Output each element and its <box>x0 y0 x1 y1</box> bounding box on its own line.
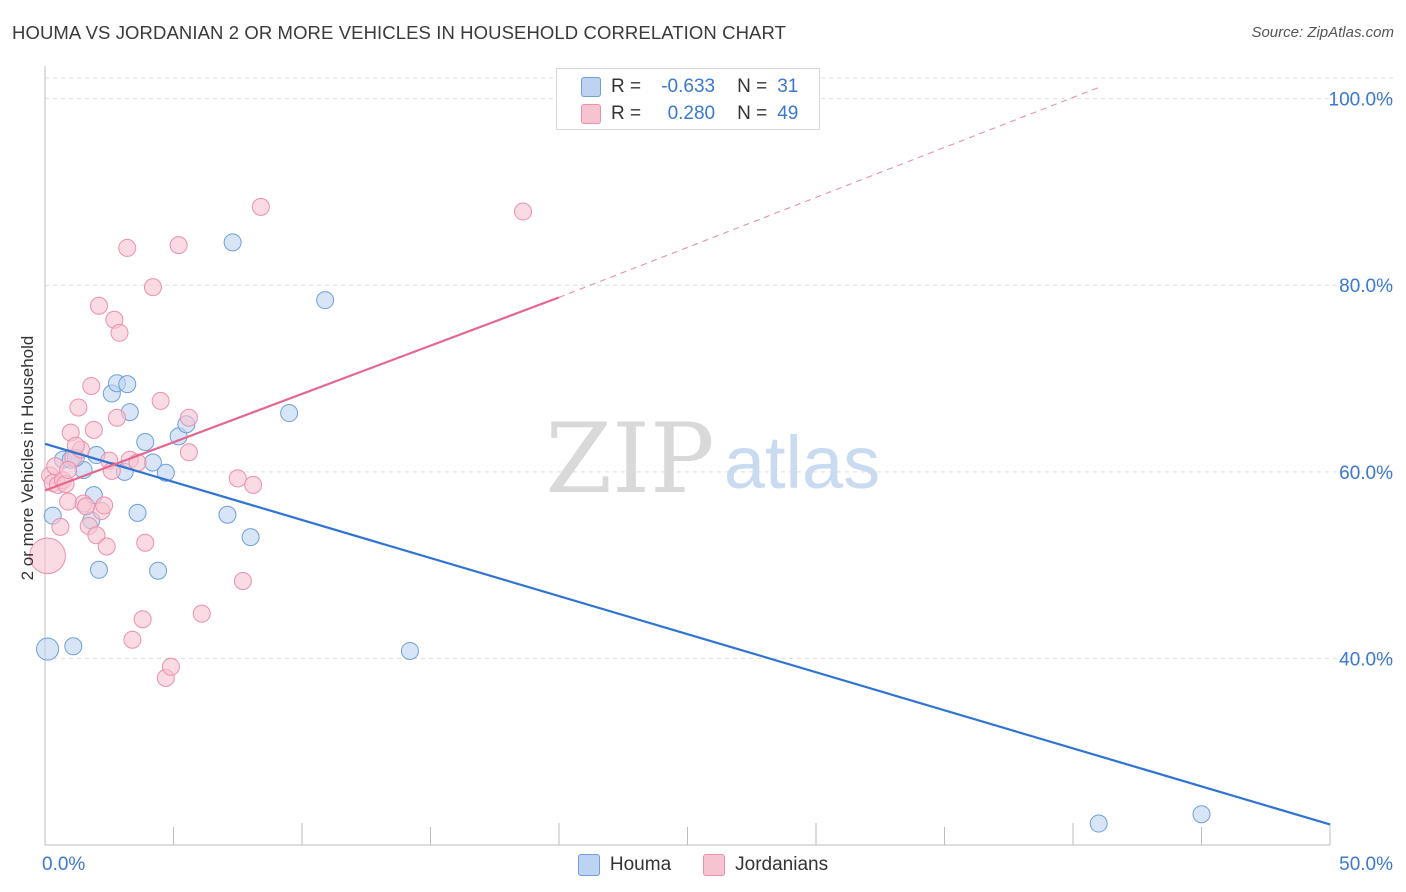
jordanian-point <box>169 236 188 255</box>
legend-r-value-jordanians: 0.280 <box>667 103 716 124</box>
x-tick-label-max: 50.0% <box>1339 854 1393 875</box>
trend-lines <box>44 86 1331 826</box>
correlation-legend: R = -0.633 N = 31 R = 0.280 N = 49 <box>556 68 820 130</box>
jordanian-point <box>123 630 142 649</box>
houma-point <box>280 404 299 423</box>
y-tick-label: 60.0% <box>1339 463 1393 484</box>
jordanian-point <box>151 391 170 410</box>
jordanian-point <box>66 436 85 455</box>
y-tick-label: 80.0% <box>1339 276 1393 297</box>
grid-lines <box>45 77 1394 659</box>
series-legend: Houma Jordanians <box>0 852 1406 878</box>
legend-row-houma: R = -0.633 N = 31 <box>581 74 798 100</box>
jordanian-point <box>233 571 252 590</box>
houma-point <box>316 291 335 310</box>
jordanian-point <box>97 537 116 556</box>
legend-row-jordanians: R = 0.280 N = 49 <box>581 101 798 127</box>
legend-n-label: N = <box>737 76 768 97</box>
jordanians-swatch <box>581 104 601 124</box>
jordanian-point <box>69 398 88 417</box>
jordanian-point <box>77 497 96 516</box>
legend-label-houma: Houma <box>609 854 672 875</box>
houma-trend-line <box>44 442 1331 826</box>
legend-item-houma[interactable]: Houma <box>577 854 672 876</box>
y-tick-label: 40.0% <box>1339 649 1393 670</box>
jordanian-point <box>51 517 70 536</box>
jordanian-point <box>143 278 162 297</box>
houma-swatch <box>581 77 601 97</box>
jordanian-point <box>89 296 108 315</box>
houma-point <box>64 637 83 656</box>
legend-label-jordanians: Jordanians <box>735 854 829 875</box>
houma-point <box>1192 805 1211 824</box>
legend-r-label: R = <box>611 103 642 124</box>
houma-point <box>149 561 168 580</box>
houma-point <box>36 637 60 661</box>
source-label: Source: ZipAtlas.com <box>1251 24 1394 41</box>
chart-title: HOUMA VS JORDANIAN 2 OR MORE VEHICLES IN… <box>12 22 786 43</box>
houma-point <box>89 560 108 579</box>
houma-point <box>128 503 147 522</box>
jordanian-point <box>84 420 103 439</box>
houma-point <box>136 432 155 451</box>
houma-point <box>1089 814 1108 833</box>
jordanian-trend-extension <box>558 86 1099 298</box>
legend-n-value-houma: 31 <box>777 76 799 97</box>
jordanian-point <box>87 526 106 545</box>
jordanian-point <box>136 533 155 552</box>
tick-labels: 40.0% 60.0% 80.0% 100.0% 0.0% 50.0% <box>42 90 1393 875</box>
jordanian-point <box>179 443 198 462</box>
jordanian-point <box>110 323 129 342</box>
legend-r-value-houma: -0.633 <box>661 76 716 97</box>
jordanian-point <box>251 197 270 216</box>
houma-point <box>241 528 260 547</box>
jordanian-point <box>161 657 180 676</box>
x-tick-label-min: 0.0% <box>42 854 85 875</box>
legend-n-value-jordanians: 49 <box>777 103 799 124</box>
jordanians-swatch <box>703 854 726 876</box>
houma-point <box>156 463 175 482</box>
houma-point <box>223 233 242 252</box>
legend-n-label: N = <box>737 103 768 124</box>
jordanian-point <box>192 604 211 623</box>
jordanian-point <box>82 377 101 395</box>
jordanian-point <box>133 610 152 629</box>
jordanian-point <box>59 460 78 479</box>
jordanian-trend-line <box>44 296 560 492</box>
jordanian-point <box>59 492 78 511</box>
legend-item-jordanians[interactable]: Jordanians <box>703 854 828 876</box>
axes <box>44 66 1331 846</box>
legend-r-label: R = <box>611 76 642 97</box>
jordanian-point <box>228 469 247 488</box>
houma-point <box>118 375 137 394</box>
jordanian-point <box>29 537 66 575</box>
y-axis-label: 2 or more Vehicles in Household <box>18 335 37 581</box>
houma-point <box>400 641 419 660</box>
houma-point <box>218 505 237 524</box>
jordanian-point <box>179 408 198 427</box>
houma-swatch <box>577 854 600 876</box>
watermark-atlas: atlas <box>724 421 880 504</box>
jordanian-point <box>107 408 126 427</box>
jordanian-point <box>514 202 533 221</box>
data-points <box>29 197 1211 833</box>
y-tick-label: 100.0% <box>1329 90 1394 111</box>
jordanian-point <box>244 475 263 494</box>
jordanian-point <box>118 238 137 257</box>
watermark-zip: ZIP <box>545 403 714 515</box>
jordanian-point <box>95 496 114 515</box>
